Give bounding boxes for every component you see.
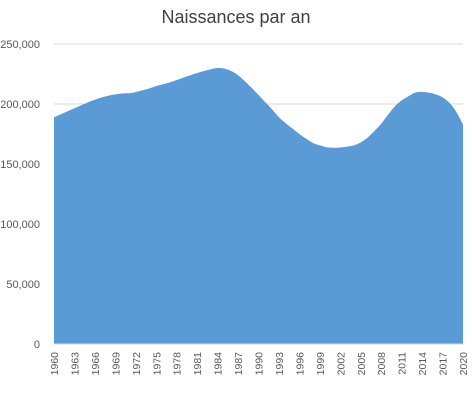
x-tick-label: 1984	[213, 352, 225, 376]
x-tick-label: 1969	[110, 352, 122, 376]
chart-title: Naissances par an	[161, 7, 311, 27]
x-tick-label: 1972	[131, 352, 143, 376]
x-tick-label: 1987	[233, 352, 245, 376]
x-tick-label: 1996	[294, 352, 306, 376]
x-tick-label: 1966	[90, 352, 102, 376]
y-tick-label: 200,000	[0, 99, 40, 111]
x-tick-label: 1963	[69, 352, 81, 376]
x-tick-label: 2008	[376, 352, 388, 376]
x-tick-label: 2011	[397, 352, 409, 375]
x-tick-label: 1990	[254, 352, 266, 376]
x-tick-label: 1981	[192, 352, 204, 376]
x-tick-label: 2014	[417, 352, 429, 376]
y-tick-label: 0	[34, 339, 40, 351]
x-tick-label: 1975	[151, 352, 163, 376]
x-tick-label: 2002	[335, 352, 347, 376]
x-tick-label: 1993	[274, 352, 286, 376]
y-tick-label: 100,000	[0, 219, 40, 231]
x-tick-label: 1999	[315, 352, 327, 376]
y-tick-label: 50,000	[6, 279, 40, 291]
x-tick-label: 1978	[172, 352, 184, 376]
x-tick-label: 2005	[356, 352, 368, 376]
area-series	[54, 67, 463, 344]
y-tick-label: 250,000	[0, 39, 40, 51]
y-tick-label: 150,000	[0, 159, 40, 171]
x-tick-label: 2020	[458, 352, 470, 376]
x-tick-label: 2017	[438, 352, 450, 376]
x-tick-label: 1960	[49, 352, 61, 376]
